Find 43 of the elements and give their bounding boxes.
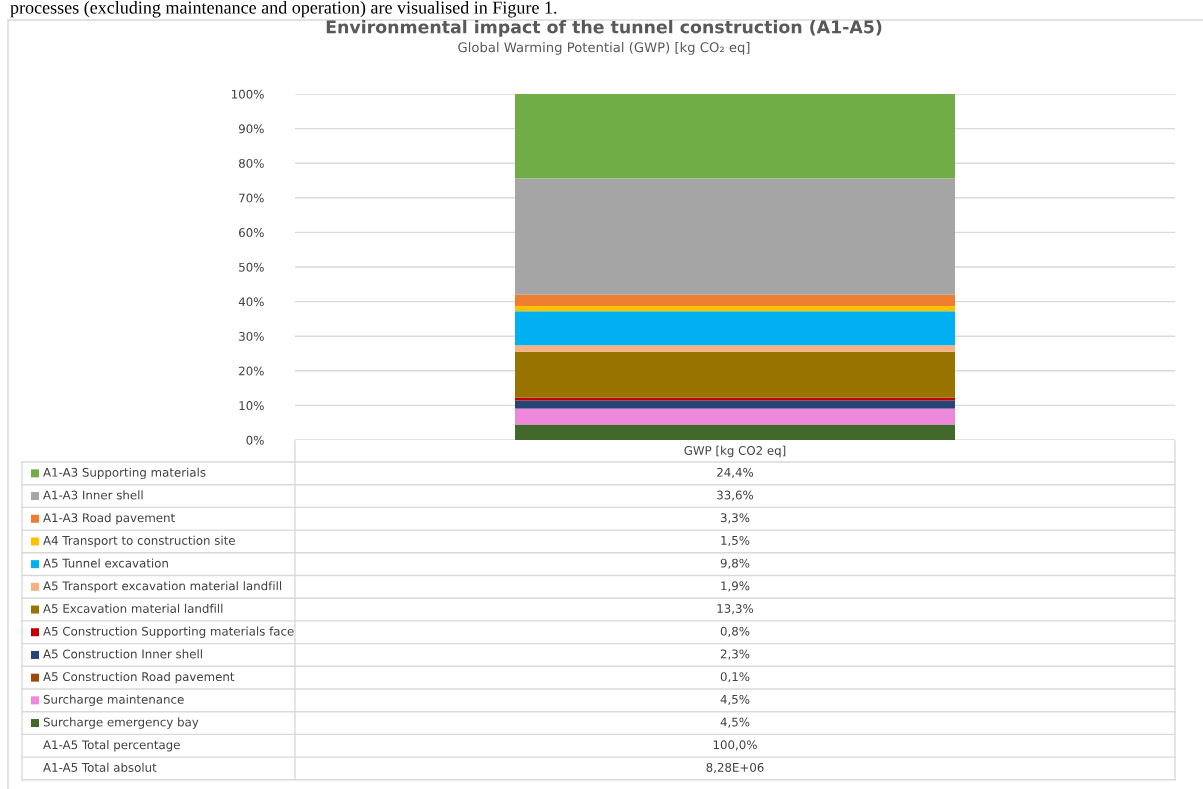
legend-label: A1-A3 Supporting materials <box>43 467 206 480</box>
text: 1,5% <box>721 535 750 547</box>
text: 100,0% <box>713 740 757 751</box>
text: A1-A5 Total absolut <box>43 762 157 772</box>
y-tick-label: 90% <box>238 124 264 134</box>
y-tick-label: 10% <box>239 401 264 411</box>
legend-label: A5 Tunnel excavation <box>43 558 168 568</box>
text: 1,9% <box>721 581 750 592</box>
text: 3,3% <box>720 513 750 524</box>
legend-label: A5 Construction Inner shell <box>43 649 202 659</box>
legend-label: A5 Construction Supporting materials face <box>43 626 294 638</box>
legend-label: A1-A3 Inner shell <box>43 490 143 500</box>
legend-label: A5 Transport excavation material landfill <box>43 581 282 593</box>
y-tick-label: 80% <box>239 158 264 168</box>
chart-subtitle: Global Warming Potential (GWP) [kg CO₂ eq] <box>458 42 750 55</box>
text: processes (excluding maintenance and operation) are visualised in Figure 1. <box>10 1 557 18</box>
text: 4,5% <box>720 694 750 705</box>
text: 33,6% <box>717 490 754 501</box>
legend-label: A5 Construction Road pavement <box>43 671 235 684</box>
text: 0,8% <box>720 626 750 637</box>
text: 4,5% <box>720 717 750 728</box>
y-tick-label: 30% <box>239 331 264 341</box>
legend-label: A1-A3 Road pavement <box>43 513 175 525</box>
text: 13,3% <box>717 604 754 615</box>
y-tick-label: 40% <box>238 297 264 307</box>
legend-label: Surcharge maintenance <box>43 694 184 707</box>
y-tick-label: 50% <box>239 262 264 272</box>
text: 9,8% <box>720 558 750 569</box>
text: 2,3% <box>720 649 750 660</box>
text: 8,28E+06 <box>706 762 764 774</box>
y-tick-label: 70% <box>239 193 264 203</box>
chart-title: Environmental impact of the tunnel construction (A1-A5) <box>326 20 882 37</box>
legend-label: A5 Excavation material landfill <box>43 603 223 613</box>
text: A1-A5 Total percentage <box>43 740 180 752</box>
text: 24,4% <box>717 467 754 478</box>
x-tick-label: GWP [kg CO2 eq] <box>684 445 786 458</box>
y-tick-label: 60% <box>239 228 264 238</box>
text: 0,1% <box>720 672 750 683</box>
legend-label: A4 Transport to construction site <box>43 535 235 548</box>
legend-label: Surcharge emergency bay <box>43 717 199 729</box>
y-tick-label: 20% <box>239 366 264 376</box>
y-tick-label: 0% <box>246 435 264 445</box>
y-tick-label: 100% <box>231 89 264 99</box>
